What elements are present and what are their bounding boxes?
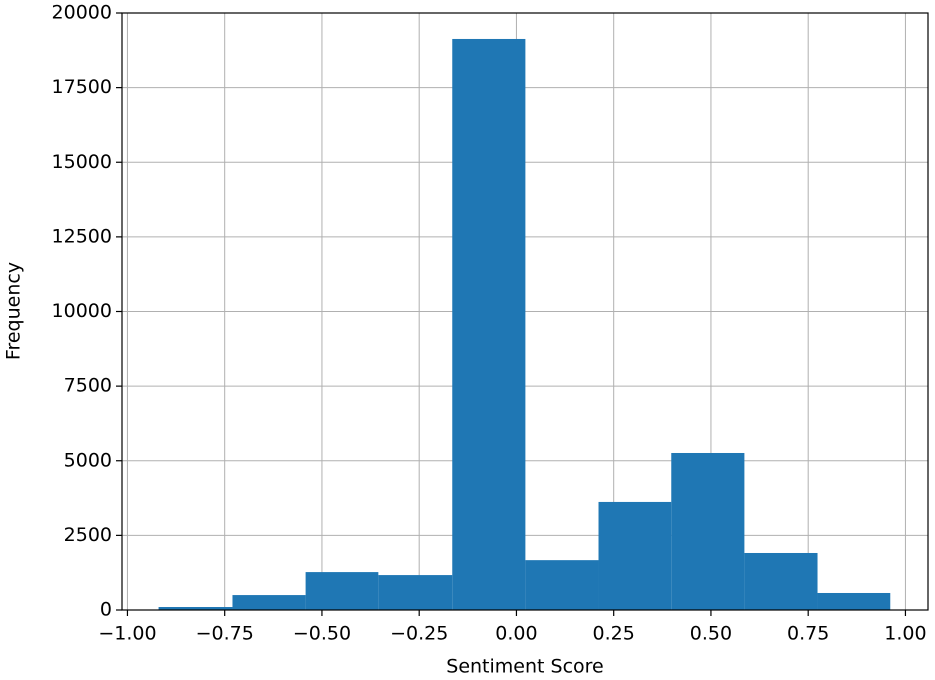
x-axis-label: Sentiment Score (446, 656, 603, 678)
bar (744, 552, 818, 610)
x-tick-label: −0.75 (196, 623, 254, 645)
y-tick-label: 12500 (52, 225, 112, 247)
x-tick-label: 0.00 (495, 623, 537, 645)
y-tick-label: 15000 (52, 151, 112, 173)
bar (525, 560, 599, 610)
x-tick-label: −0.25 (390, 623, 448, 645)
x-tick-label: 0.50 (690, 623, 732, 645)
x-tick-label: 1.00 (884, 623, 926, 645)
y-axis-label: Frequency (3, 262, 25, 360)
bar (817, 592, 891, 610)
bar (158, 607, 233, 610)
bar (452, 38, 526, 611)
x-tick-label: 0.75 (787, 623, 829, 645)
bar (232, 595, 306, 610)
y-tick-label: 5000 (64, 449, 112, 471)
x-tick-label: −1.00 (98, 623, 156, 645)
y-tick-label: 7500 (64, 375, 112, 397)
y-tick-label: 2500 (64, 524, 112, 546)
bar (305, 572, 379, 610)
bar (598, 501, 672, 610)
bar (671, 452, 745, 610)
y-tick-label: 20000 (52, 2, 112, 24)
y-tick-label: 0 (100, 599, 112, 621)
plot-frame (121, 12, 929, 611)
x-tick-label: 0.25 (593, 623, 635, 645)
y-tick-label: 17500 (52, 76, 112, 98)
x-tick-label: −0.50 (293, 623, 351, 645)
y-tick-label: 10000 (52, 300, 112, 322)
bar (378, 575, 453, 610)
